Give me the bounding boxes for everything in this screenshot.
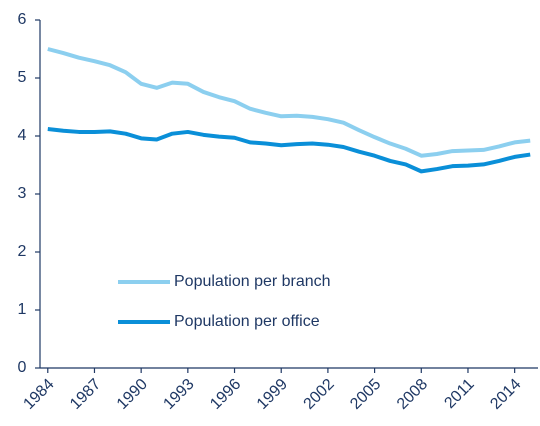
y-tick-label: 2 <box>18 243 27 260</box>
x-tick-label: 2005 <box>347 376 384 413</box>
legend-label: Population per office <box>174 313 320 330</box>
x-tick-label: 2008 <box>394 376 431 413</box>
y-tick-label: 6 <box>18 11 27 28</box>
y-tick-label: 4 <box>18 127 27 144</box>
x-tick-label: 1993 <box>160 376 197 413</box>
y-tick-label: 1 <box>18 301 27 318</box>
x-tick-label: 2014 <box>487 376 524 413</box>
x-tick-label: 1996 <box>207 376 244 413</box>
x-tick-label: 1987 <box>67 376 104 413</box>
x-tick-label: 2011 <box>441 376 477 412</box>
y-tick-label: 0 <box>18 359 27 376</box>
x-tick-label: 1990 <box>114 376 151 413</box>
x-tick-label: 1984 <box>20 376 57 413</box>
x-tick-label: 2002 <box>301 376 338 413</box>
y-tick-label: 5 <box>18 69 27 86</box>
x-tick-label: 1999 <box>254 376 291 413</box>
line <box>47 47 531 158</box>
y-tick-label: 3 <box>18 185 27 202</box>
legend-label: Population per branch <box>174 273 331 290</box>
line <box>47 127 531 174</box>
